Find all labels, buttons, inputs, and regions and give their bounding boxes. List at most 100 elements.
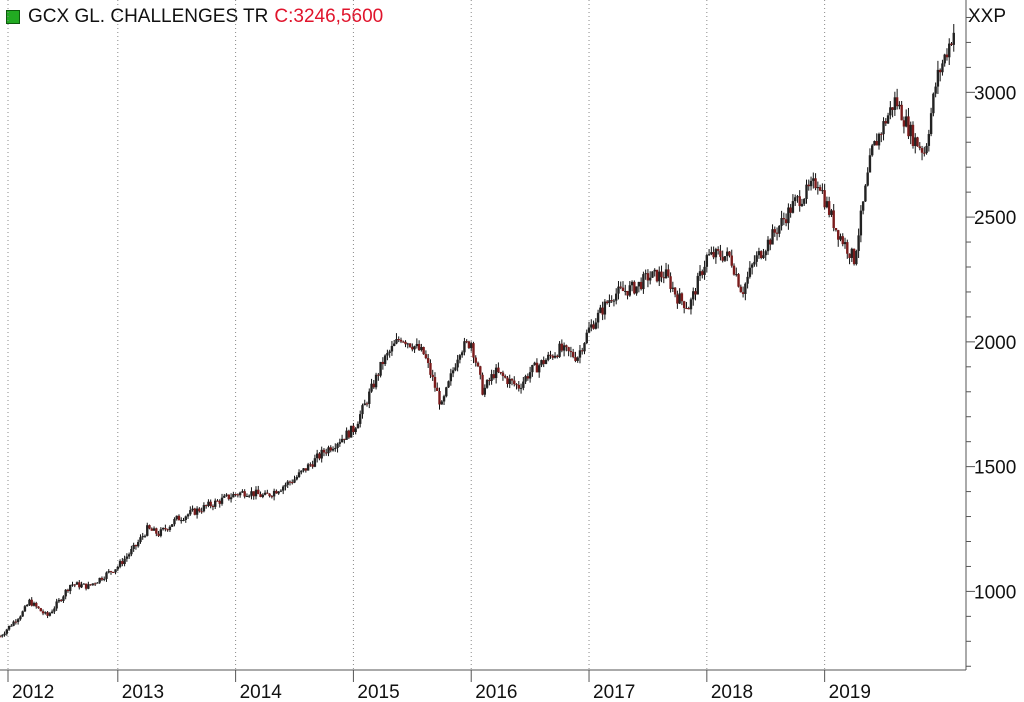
- price-bar-body: [508, 378, 511, 385]
- price-bar-body: [893, 97, 897, 110]
- price-bar-body: [216, 500, 219, 502]
- price-bar-body: [673, 287, 677, 295]
- price-bar-body: [270, 496, 274, 498]
- price-bar-body: [433, 376, 437, 388]
- x-tick-label: 2014: [240, 682, 283, 702]
- price-bar-body: [646, 273, 650, 281]
- price-bar-body: [57, 599, 61, 602]
- price-bar-body: [610, 300, 613, 302]
- price-bar-body: [726, 251, 729, 257]
- price-series: [0, 24, 955, 638]
- grid-lines: [7, 0, 826, 670]
- price-bar-body: [429, 363, 432, 375]
- price-bar-body: [918, 146, 921, 149]
- price-bar-body: [483, 387, 487, 395]
- price-bar-body: [121, 561, 124, 564]
- price-bar-body: [687, 308, 690, 310]
- price-bar-body: [349, 425, 353, 438]
- price-bar-body: [109, 571, 113, 573]
- price-bar-body: [941, 63, 944, 73]
- price-bar-body: [107, 571, 110, 573]
- price-bar-body: [680, 293, 684, 302]
- price-bar-body: [737, 274, 740, 287]
- price-bar-body: [889, 107, 892, 116]
- x-tick-label: 2019: [829, 682, 871, 702]
- y-tick-label: 1000: [974, 582, 1016, 603]
- price-bar-body: [80, 584, 83, 588]
- price-bar-body: [560, 343, 564, 351]
- price-bar-body: [479, 366, 482, 375]
- price-bar-body: [658, 271, 661, 282]
- price-bar-body: [506, 377, 509, 385]
- price-bar-body: [392, 343, 396, 346]
- price-bar-body: [202, 505, 206, 512]
- price-bar-body: [220, 497, 224, 504]
- price-bar-body: [732, 265, 736, 275]
- price-bar-body: [281, 486, 285, 491]
- legend-swatch-icon: [6, 10, 20, 24]
- price-bar-body: [209, 501, 212, 507]
- price-bar-body: [728, 251, 731, 256]
- price-bar-body: [556, 355, 559, 357]
- price-bar-body: [855, 250, 858, 265]
- price-bar-body: [234, 494, 237, 496]
- price-bar-body: [517, 384, 520, 389]
- price-bar-body: [288, 481, 292, 483]
- price-bar-body: [771, 229, 774, 245]
- price-bar-body: [223, 495, 226, 498]
- price-bar-body: [868, 155, 872, 173]
- price-bar-body: [417, 344, 421, 351]
- price-bar-body: [719, 250, 722, 257]
- price-bar-body: [334, 447, 337, 449]
- price-bar-body: [852, 248, 856, 265]
- price-bar-body: [581, 350, 584, 352]
- price-bar-body: [481, 374, 484, 395]
- price-bar-body: [25, 604, 29, 607]
- price-bar-body: [123, 558, 126, 564]
- price-bar-body: [365, 403, 369, 405]
- price-bar-body: [653, 269, 656, 272]
- price-bar-body: [28, 599, 31, 605]
- price-bar-body: [329, 447, 332, 451]
- price-bar-body: [449, 373, 453, 382]
- price-bar-body: [864, 185, 867, 202]
- price-bar-body: [84, 583, 88, 589]
- price-bar-body: [363, 403, 366, 406]
- price-bar-body: [175, 515, 178, 520]
- price-bar-body: [259, 494, 262, 497]
- price-bar-body: [229, 497, 233, 500]
- price-bar-body: [386, 352, 389, 356]
- price-bar-body: [368, 391, 371, 404]
- price-bar-body: [490, 374, 493, 381]
- price-bar-body: [415, 344, 419, 347]
- price-bar-body: [447, 381, 450, 388]
- price-bar-body: [696, 275, 699, 295]
- axes: [0, 0, 975, 682]
- price-bar-body: [721, 256, 724, 261]
- price-bar-body: [236, 494, 240, 496]
- price-bar-body: [118, 561, 122, 567]
- price-bar-body: [460, 352, 464, 356]
- price-bar-body: [361, 405, 364, 415]
- price-bar-body: [689, 299, 693, 310]
- price-bar-body: [515, 384, 518, 386]
- price-bar-body: [37, 606, 40, 609]
- price-bar-body: [32, 602, 36, 606]
- price-bar-body: [16, 619, 20, 623]
- y-tick-label: 1500: [974, 458, 1016, 479]
- price-bar-body: [318, 453, 321, 459]
- price-bar-body: [170, 524, 174, 527]
- price-bar-body: [134, 544, 138, 547]
- price-bar-body: [241, 491, 244, 493]
- price-bar-body: [800, 203, 804, 207]
- price-bar-body: [62, 596, 65, 601]
- price-bar-body: [535, 362, 539, 373]
- price-bar-body: [929, 113, 933, 135]
- price-bar-body: [148, 525, 151, 529]
- price-bar-body: [904, 116, 908, 127]
- price-bar-body: [263, 492, 267, 495]
- price-bar-body: [114, 569, 117, 573]
- price-bar-body: [304, 468, 308, 471]
- price-bar-body: [189, 510, 192, 515]
- price-bar-body: [648, 277, 652, 281]
